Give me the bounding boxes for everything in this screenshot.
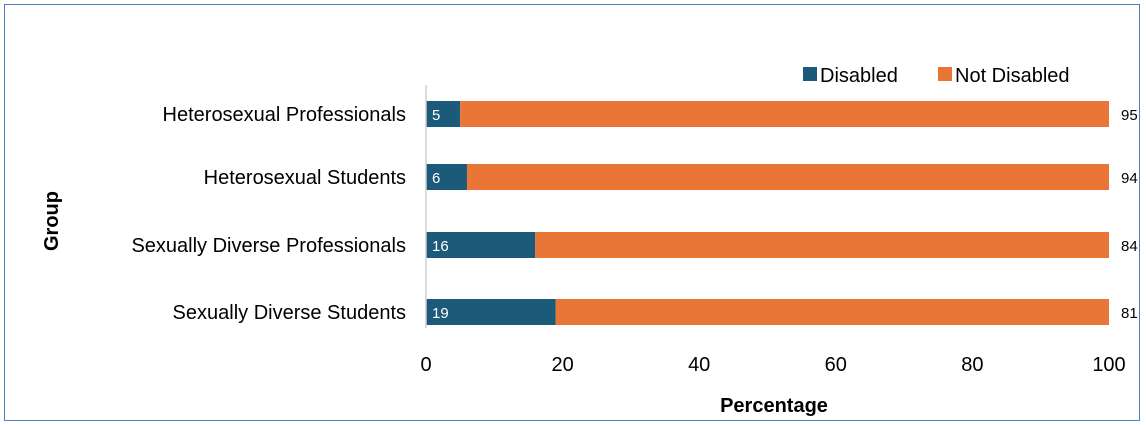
legend-label-disabled: Disabled (820, 65, 898, 87)
bar-not-disabled (460, 101, 1109, 127)
category-label: Heterosexual Students (204, 167, 406, 189)
category-labels: Heterosexual Professionals Heterosexual S… (131, 104, 406, 324)
bar-disabled (426, 299, 556, 325)
legend-swatch-disabled (803, 67, 817, 81)
x-tick-label: 60 (825, 354, 847, 376)
x-axis-title: Percentage (720, 395, 828, 417)
legend: Disabled Not Disabled (803, 65, 1070, 87)
category-label: Sexually Diverse Professionals (131, 235, 406, 257)
x-tick-label: 100 (1092, 354, 1125, 376)
data-label-not-disabled: 84 (1121, 238, 1138, 255)
data-label-disabled: 6 (432, 170, 440, 187)
data-label-not-disabled: 81 (1121, 305, 1138, 322)
bars-group: 5 95 6 94 16 84 19 81 (426, 101, 1138, 325)
chart-frame: Disabled Not Disabled 5 95 6 94 16 84 19 81 Het… (4, 4, 1140, 421)
bar-disabled (426, 101, 461, 127)
bar-not-disabled (535, 232, 1109, 258)
bar-not-disabled (466, 164, 1110, 190)
bar-disabled (426, 232, 536, 258)
data-label-disabled: 19 (432, 305, 449, 322)
data-label-disabled: 5 (432, 107, 440, 124)
data-label-not-disabled: 95 (1121, 107, 1138, 124)
x-axis: 0 20 40 60 80 100 (420, 354, 1125, 376)
bar-not-disabled (555, 299, 1109, 325)
x-tick-label: 20 (551, 354, 573, 376)
category-label: Sexually Diverse Students (173, 302, 406, 324)
stacked-bar-chart: Disabled Not Disabled 5 95 6 94 16 84 19 81 Het… (41, 65, 1138, 417)
legend-swatch-not-disabled (938, 67, 952, 81)
y-axis-title: Group (41, 191, 63, 251)
bar-disabled (426, 164, 467, 190)
x-tick-label: 40 (688, 354, 710, 376)
category-label: Heterosexual Professionals (163, 104, 406, 126)
data-label-disabled: 16 (432, 238, 449, 255)
x-tick-label: 0 (420, 354, 431, 376)
x-tick-label: 80 (961, 354, 983, 376)
data-label-not-disabled: 94 (1121, 170, 1138, 187)
legend-label-not-disabled: Not Disabled (955, 65, 1070, 87)
